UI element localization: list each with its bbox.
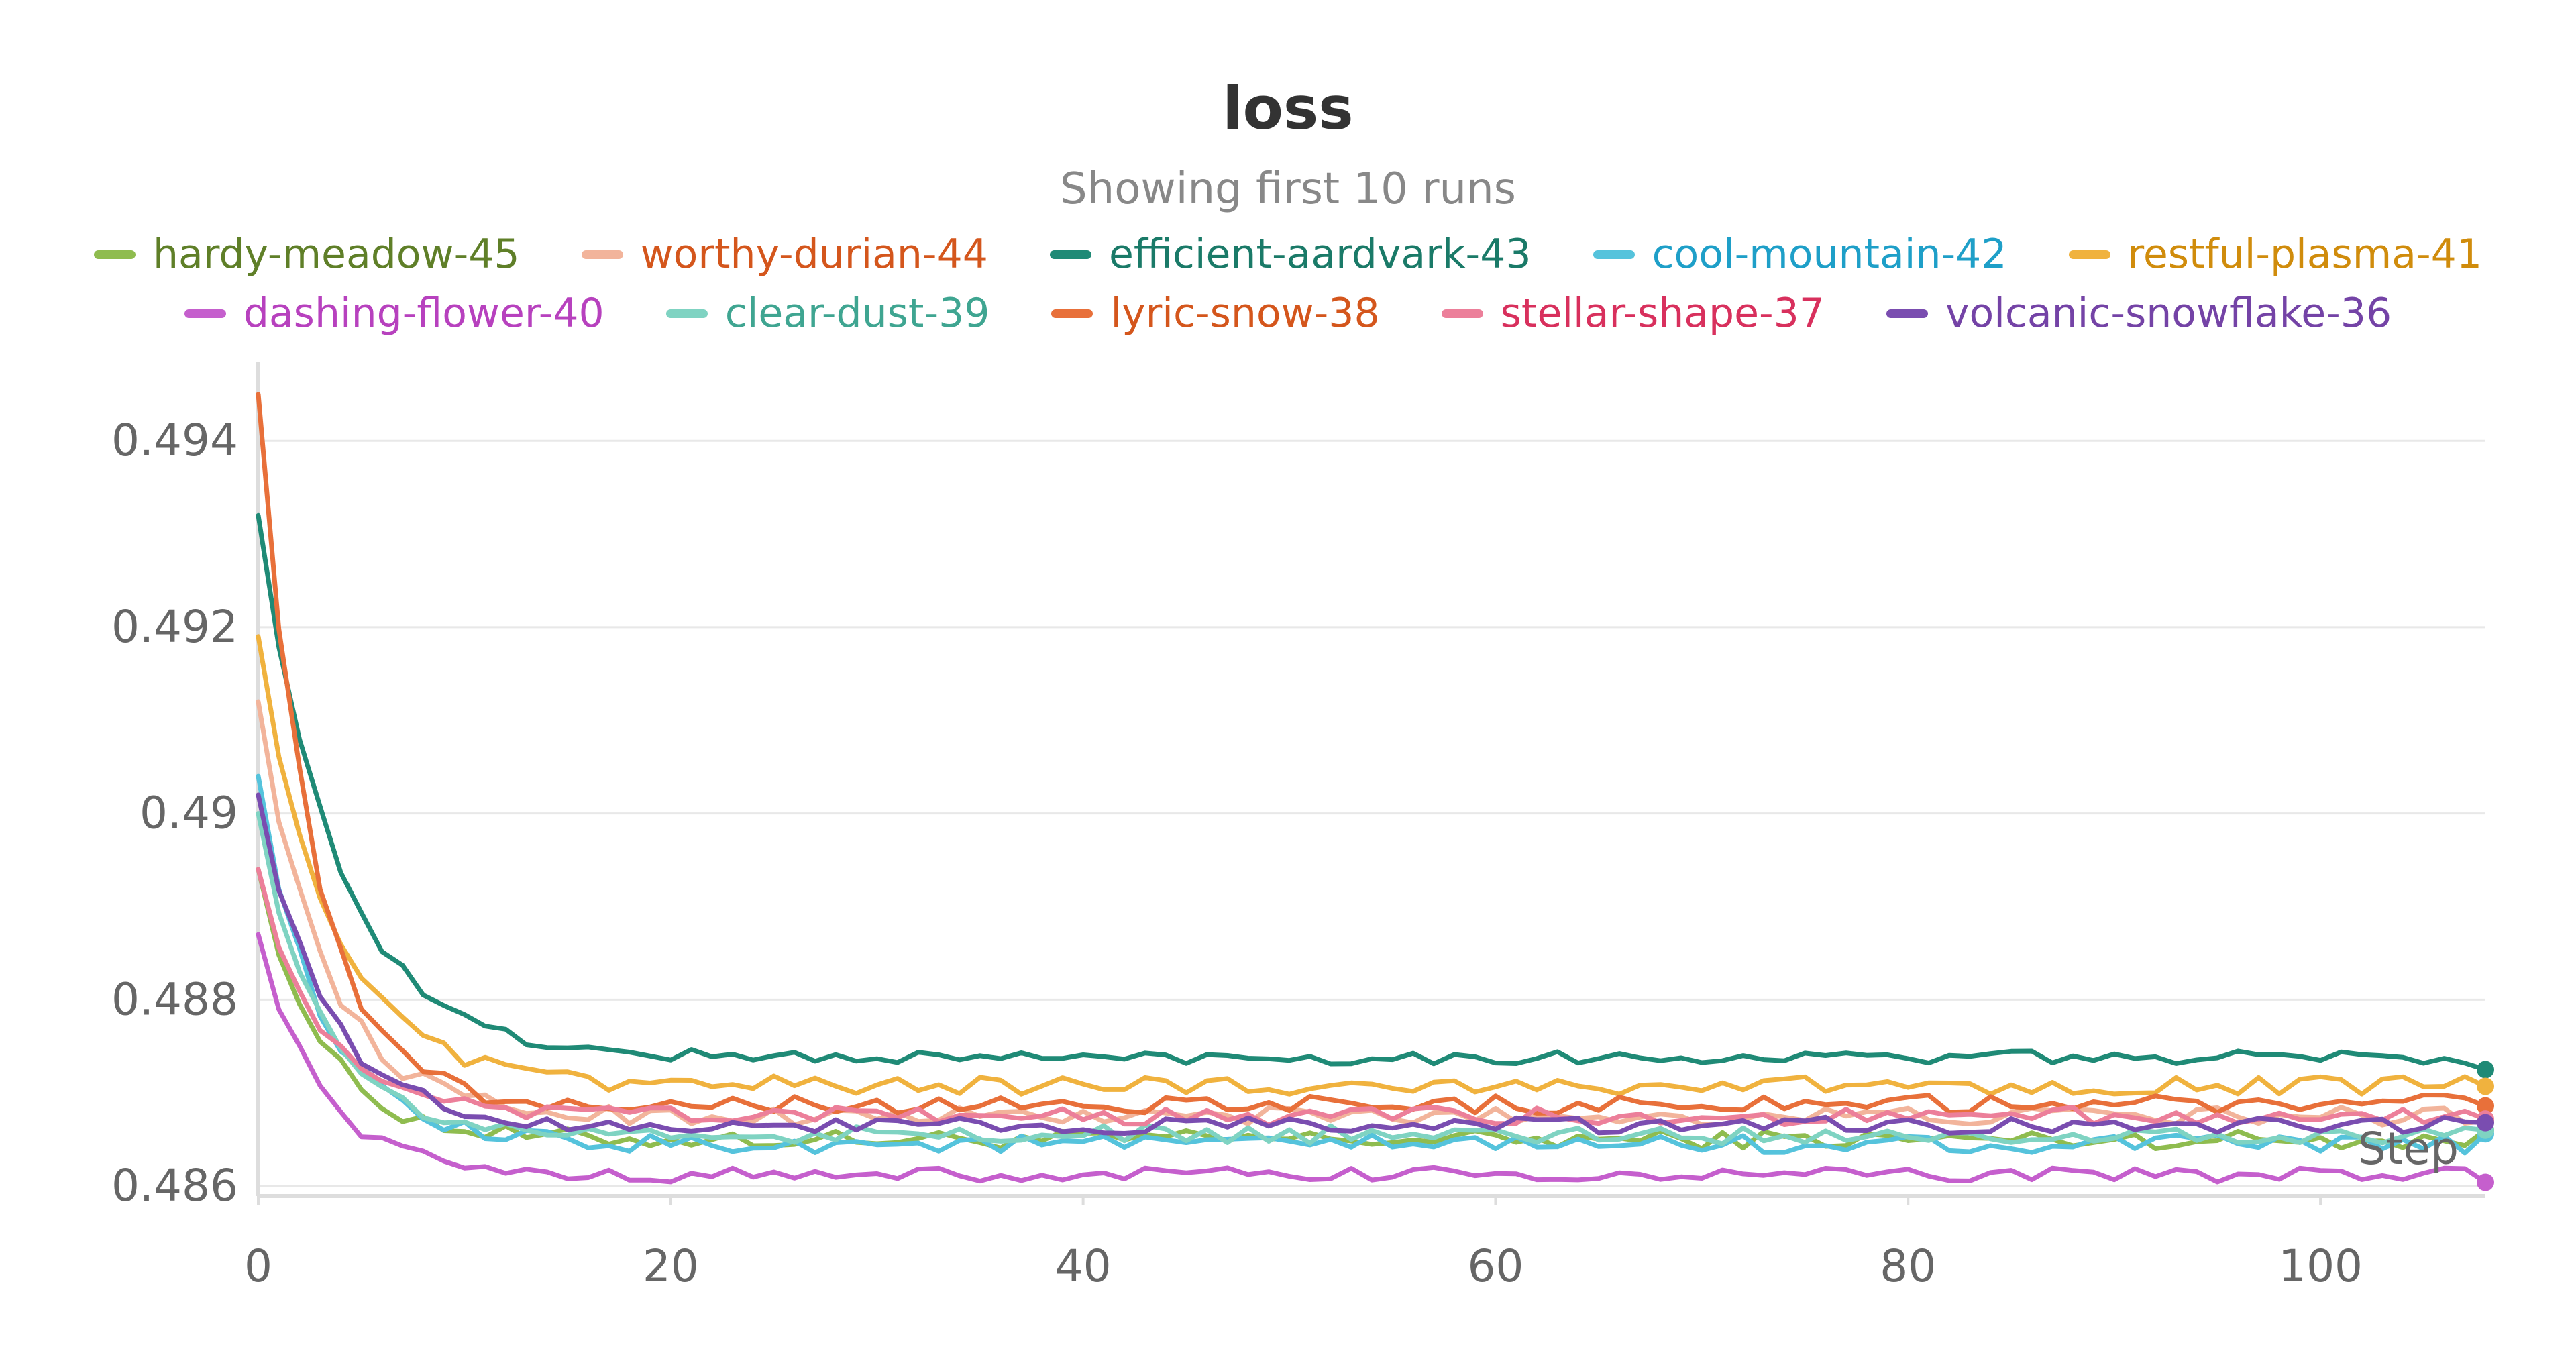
legend-label: lyric-snow-38 <box>1110 290 1380 337</box>
legend-row: dashing-flower-40 clear-dust-39 lyric-snow… <box>40 284 2536 343</box>
legend-swatch <box>665 309 708 318</box>
legend-label: hardy-meadow-45 <box>152 231 520 278</box>
legend-label: cool-mountain-42 <box>1652 231 2007 278</box>
y-tick-label: 0.486 <box>111 1160 238 1211</box>
legend-swatch <box>184 309 226 318</box>
series-line-efficient-aardvark-43[interactable] <box>256 512 2488 1072</box>
series-line-volcanic-snowflake-36[interactable] <box>256 792 2488 1136</box>
legend-swatch <box>1886 309 1929 318</box>
grid <box>258 439 2485 1187</box>
legend-label: dashing-flower-40 <box>243 290 604 337</box>
legend-item-lyric-snow-38[interactable]: lyric-snow-38 <box>1051 284 1380 343</box>
legend-label: worthy-durian-44 <box>640 231 988 278</box>
x-tick-label: 20 <box>643 1240 699 1292</box>
series-endpoint-dashing-flower-40[interactable] <box>2477 1173 2494 1191</box>
legend-label: clear-dust-39 <box>724 290 990 337</box>
legend: hardy-meadow-45 worthy-durian-44 efficient… <box>40 225 2536 343</box>
series-line-worthy-durian-44[interactable] <box>256 699 2488 1128</box>
series-endpoint-restful-plasma-41[interactable] <box>2477 1077 2494 1095</box>
legend-label: stellar-shape-37 <box>1500 290 1825 337</box>
series-line-dashing-flower-40[interactable] <box>256 932 2488 1185</box>
y-tick-label: 0.494 <box>111 415 238 466</box>
legend-swatch <box>1049 250 1091 259</box>
legend-item-hardy-meadow-45[interactable]: hardy-meadow-45 <box>93 225 520 284</box>
legend-item-stellar-shape-37[interactable]: stellar-shape-37 <box>1441 284 1825 343</box>
series-endpoint-efficient-aardvark-43[interactable] <box>2477 1061 2494 1079</box>
series-line-stellar-shape-37[interactable] <box>256 867 2488 1128</box>
x-tick-label: 100 <box>2278 1240 2363 1292</box>
x-tick-label: 40 <box>1055 1240 1112 1292</box>
legend-swatch <box>2068 250 2110 259</box>
legend-item-restful-plasma-41[interactable]: restful-plasma-41 <box>2068 225 2483 284</box>
legend-item-clear-dust-39[interactable]: clear-dust-39 <box>665 284 990 343</box>
legend-item-worthy-durian-44[interactable]: worthy-durian-44 <box>581 225 988 284</box>
series-line-restful-plasma-41[interactable] <box>256 634 2488 1097</box>
y-tick-label: 0.492 <box>111 601 238 653</box>
tick-labels: 0.486 0.488 0.49 0.492 0.494 0 20 40 60 80 100 <box>111 415 2363 1292</box>
chart-subtitle: Showing first 10 runs <box>1060 164 1516 214</box>
legend-item-volcanic-snowflake-36[interactable]: volcanic-snowflake-36 <box>1886 284 2392 343</box>
x-tick-label: 80 <box>1880 1240 1936 1292</box>
legend-label: volcanic-snowflake-36 <box>1945 290 2392 337</box>
legend-row: hardy-meadow-45 worthy-durian-44 efficient… <box>40 225 2536 284</box>
series-endpoint-volcanic-snowflake-36[interactable] <box>2477 1114 2494 1132</box>
x-tick-label: 0 <box>244 1240 272 1292</box>
x-axis-label: Step <box>2358 1123 2459 1175</box>
legend-swatch <box>93 250 136 259</box>
legend-swatch <box>1441 309 1483 318</box>
legend-item-efficient-aardvark-43[interactable]: efficient-aardvark-43 <box>1049 225 1532 284</box>
legend-label: restful-plasma-41 <box>2127 231 2483 278</box>
series-endpoint-lyric-snow-38[interactable] <box>2477 1097 2494 1115</box>
legend-swatch <box>1593 250 1635 259</box>
chart-title: loss <box>1222 74 1354 143</box>
x-tick-label: 60 <box>1467 1240 1523 1292</box>
legend-item-dashing-flower-40[interactable]: dashing-flower-40 <box>184 284 604 343</box>
legend-swatch <box>1051 309 1093 318</box>
y-tick-label: 0.488 <box>111 973 238 1025</box>
series-lines <box>256 392 2494 1191</box>
legend-swatch <box>581 250 623 259</box>
legend-item-cool-mountain-42[interactable]: cool-mountain-42 <box>1593 225 2007 284</box>
legend-label: efficient-aardvark-43 <box>1108 231 1532 278</box>
y-tick-label: 0.49 <box>140 788 238 839</box>
series-line-lyric-snow-38[interactable] <box>256 392 2488 1116</box>
